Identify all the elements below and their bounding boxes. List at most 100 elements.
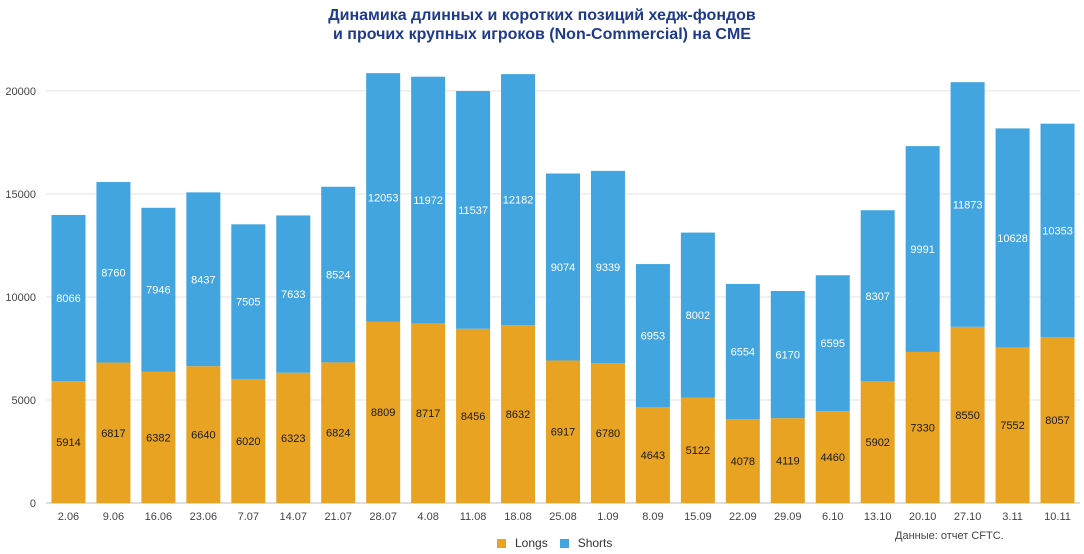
x-tick-label: 22.09 bbox=[729, 511, 757, 523]
bar-shorts bbox=[321, 186, 356, 363]
data-label-longs: 8717 bbox=[416, 408, 440, 420]
data-label-shorts: 12182 bbox=[503, 195, 534, 207]
bar-longs bbox=[186, 366, 221, 503]
data-label-shorts: 6170 bbox=[776, 350, 800, 362]
data-label-longs: 6824 bbox=[326, 428, 350, 440]
x-tick-label: 10.11 bbox=[1044, 511, 1071, 523]
data-label-longs: 6382 bbox=[146, 432, 170, 444]
data-label-longs: 4460 bbox=[820, 452, 844, 464]
data-label-longs: 6020 bbox=[236, 436, 260, 448]
bar-longs bbox=[231, 378, 266, 503]
data-label-shorts: 6953 bbox=[641, 331, 665, 343]
bar-longs bbox=[96, 362, 131, 503]
x-tick-label: 7.07 bbox=[238, 511, 259, 523]
data-label-shorts: 6595 bbox=[820, 338, 844, 350]
legend: Longs Shorts bbox=[497, 536, 612, 550]
data-label-longs: 7552 bbox=[1000, 420, 1024, 432]
y-tick-label: 15000 bbox=[5, 189, 36, 201]
bar-shorts bbox=[456, 91, 491, 329]
bar-longs bbox=[860, 381, 895, 503]
bar-shorts bbox=[860, 210, 895, 382]
data-label-longs: 6817 bbox=[101, 428, 125, 440]
bar-longs bbox=[366, 321, 401, 503]
bar-shorts bbox=[950, 82, 985, 327]
data-label-shorts: 8002 bbox=[686, 310, 710, 322]
data-label-shorts: 7633 bbox=[281, 289, 305, 301]
data-label-longs: 8456 bbox=[461, 411, 485, 423]
bar-longs bbox=[456, 328, 491, 503]
data-label-shorts: 8437 bbox=[191, 274, 215, 286]
data-label-shorts: 9074 bbox=[551, 262, 575, 274]
bar-shorts bbox=[546, 173, 580, 361]
data-label-shorts: 8307 bbox=[865, 291, 889, 303]
bar-longs bbox=[51, 381, 86, 503]
x-tick-label: 1.09 bbox=[597, 511, 618, 523]
data-label-shorts: 6554 bbox=[731, 346, 755, 358]
x-tick-label: 25.08 bbox=[549, 511, 577, 523]
bar-longs bbox=[501, 325, 536, 503]
x-tick-label: 3.11 bbox=[1002, 511, 1023, 523]
bar-longs bbox=[141, 371, 176, 503]
data-label-longs: 5122 bbox=[686, 445, 710, 457]
y-tick-label: 20000 bbox=[5, 86, 36, 98]
bar-shorts bbox=[905, 146, 940, 352]
bar-longs bbox=[995, 347, 1030, 503]
data-label-shorts: 11972 bbox=[413, 195, 443, 207]
data-label-longs: 8550 bbox=[955, 410, 979, 422]
x-tick-label: 13.10 bbox=[864, 511, 892, 523]
x-tick-label: 6.10 bbox=[822, 511, 843, 523]
chart-title-line-1: Динамика длинных и коротких позиций хедж… bbox=[328, 7, 756, 24]
x-tick-label: 16.06 bbox=[145, 511, 173, 523]
data-label-shorts: 8760 bbox=[101, 267, 125, 279]
x-tick-label: 28.07 bbox=[369, 511, 397, 523]
bar-longs bbox=[276, 372, 311, 503]
data-label-longs: 6640 bbox=[191, 430, 215, 442]
data-label-shorts: 7505 bbox=[236, 297, 260, 309]
bar-shorts bbox=[411, 76, 446, 324]
data-label-shorts: 11873 bbox=[953, 200, 983, 212]
bar-shorts bbox=[366, 73, 401, 322]
y-tick-label: 10000 bbox=[5, 292, 36, 304]
x-tick-label: 4.08 bbox=[417, 511, 438, 523]
data-label-longs: 6323 bbox=[281, 433, 305, 445]
data-label-longs: 8809 bbox=[371, 407, 395, 419]
data-label-shorts: 7946 bbox=[146, 285, 170, 297]
bar-longs bbox=[680, 397, 715, 503]
data-label-longs: 6780 bbox=[596, 428, 620, 440]
bar-longs bbox=[321, 362, 356, 503]
y-tick-label: 5000 bbox=[12, 395, 36, 407]
data-label-shorts: 8524 bbox=[326, 270, 350, 282]
bar-longs bbox=[411, 323, 446, 503]
legend-label-shorts: Shorts bbox=[577, 536, 613, 550]
bar-shorts bbox=[725, 283, 760, 419]
bar-shorts bbox=[635, 264, 670, 408]
x-tick-label: 23.06 bbox=[190, 511, 218, 523]
x-tick-label: 27.10 bbox=[954, 511, 982, 523]
x-tick-label: 20.10 bbox=[909, 511, 937, 523]
data-label-longs: 4643 bbox=[641, 450, 665, 462]
bar-longs bbox=[950, 326, 985, 503]
x-tick-label: 18.08 bbox=[504, 511, 532, 523]
bar-shorts bbox=[995, 128, 1030, 348]
data-label-shorts: 10628 bbox=[997, 233, 1028, 245]
data-label-shorts: 10353 bbox=[1042, 225, 1073, 237]
x-tick-label: 15.09 bbox=[684, 511, 712, 523]
source-note: Данные: отчет CFTC. bbox=[895, 530, 1004, 542]
x-tick-label: 8.09 bbox=[642, 511, 663, 523]
bar-shorts bbox=[590, 170, 625, 364]
x-tick-label: 29.09 bbox=[774, 511, 802, 523]
bar-shorts bbox=[501, 74, 536, 326]
data-label-longs: 8057 bbox=[1045, 415, 1069, 427]
bar-shorts bbox=[96, 182, 131, 363]
bar-longs bbox=[635, 407, 670, 503]
data-label-shorts: 9991 bbox=[910, 244, 934, 256]
bar-shorts bbox=[51, 214, 86, 382]
data-label-longs: 4119 bbox=[776, 456, 800, 468]
bar-longs bbox=[546, 360, 580, 503]
x-tick-label: 21.07 bbox=[324, 511, 352, 523]
chart-title-line-2: и прочих крупных игроков (Non-Commercial… bbox=[333, 26, 751, 43]
data-label-shorts: 8066 bbox=[56, 293, 80, 305]
legend-swatch-shorts bbox=[559, 538, 569, 548]
bar-shorts bbox=[231, 224, 266, 379]
y-tick-label: 0 bbox=[30, 498, 36, 510]
